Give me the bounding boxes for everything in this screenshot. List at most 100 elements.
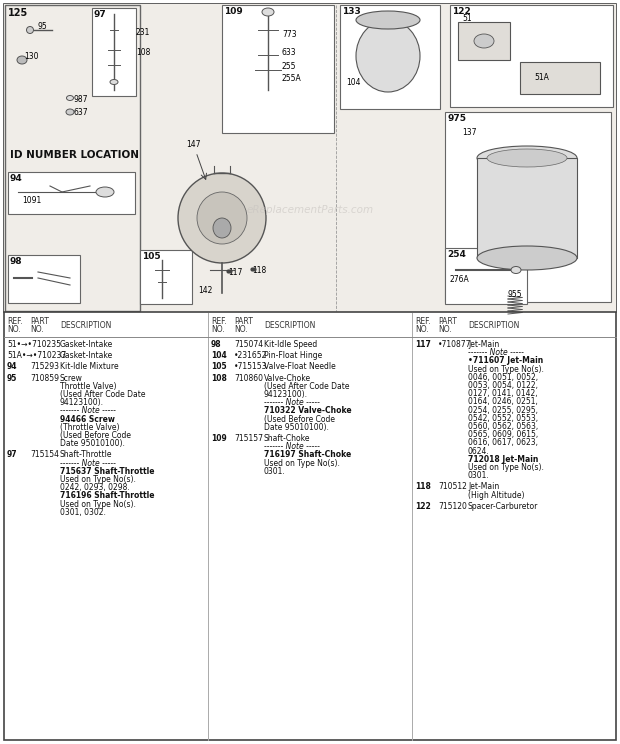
Text: Used on Type No(s).: Used on Type No(s). — [468, 365, 544, 373]
Bar — [8, 172, 135, 214]
Ellipse shape — [474, 34, 494, 48]
Text: NO.: NO. — [30, 325, 44, 334]
Text: 122: 122 — [452, 7, 471, 16]
Text: 118: 118 — [252, 266, 266, 275]
Text: 0560, 0562, 0563,: 0560, 0562, 0563, — [468, 422, 538, 431]
Text: 94123100).: 94123100). — [60, 398, 104, 407]
Bar — [92, 8, 136, 96]
Ellipse shape — [262, 8, 274, 16]
Text: Pin-Float Hinge: Pin-Float Hinge — [264, 351, 322, 360]
Bar — [450, 5, 613, 107]
Text: 0164, 0246, 0251,: 0164, 0246, 0251, — [468, 397, 538, 406]
Text: 109: 109 — [224, 7, 243, 16]
Bar — [340, 5, 440, 109]
Text: 109: 109 — [211, 434, 227, 443]
Text: 716197 Shaft-Choke: 716197 Shaft-Choke — [264, 450, 352, 459]
Text: DESCRIPTION: DESCRIPTION — [60, 321, 112, 330]
Text: NO.: NO. — [415, 325, 429, 334]
Text: 51: 51 — [462, 14, 472, 23]
Text: 0301, 0302.: 0301, 0302. — [60, 508, 106, 517]
Ellipse shape — [17, 56, 27, 64]
Text: 710859: 710859 — [30, 373, 59, 382]
Bar — [477, 158, 577, 258]
Text: 117: 117 — [228, 268, 242, 277]
Ellipse shape — [511, 266, 521, 274]
Text: Gasket-Intake: Gasket-Intake — [60, 351, 113, 360]
Text: 125: 125 — [8, 8, 29, 18]
Text: 1091: 1091 — [22, 196, 42, 205]
Text: •715153: •715153 — [234, 362, 267, 371]
Text: 117: 117 — [415, 340, 431, 349]
Text: PART: PART — [234, 317, 253, 326]
Text: 147: 147 — [186, 140, 200, 149]
Text: (Used After Code Date: (Used After Code Date — [264, 382, 350, 391]
Text: 98: 98 — [211, 340, 221, 349]
Ellipse shape — [27, 27, 33, 33]
Text: 95: 95 — [7, 373, 17, 382]
Text: 255A: 255A — [282, 74, 302, 83]
Text: 987: 987 — [74, 95, 89, 104]
Text: 712018 Jet-Main: 712018 Jet-Main — [468, 455, 538, 464]
Text: Screw: Screw — [60, 373, 83, 382]
Ellipse shape — [356, 20, 420, 92]
Text: 130: 130 — [24, 52, 38, 61]
Text: Date 95010100).: Date 95010100). — [264, 423, 329, 432]
Text: 118: 118 — [415, 482, 431, 491]
Bar — [445, 248, 527, 304]
Text: PART: PART — [438, 317, 457, 326]
Text: Gasket-Intake: Gasket-Intake — [60, 340, 113, 349]
Text: 255: 255 — [282, 62, 296, 71]
Text: 0542, 0552, 0553,: 0542, 0552, 0553, — [468, 414, 538, 423]
Text: PART: PART — [30, 317, 49, 326]
Bar — [520, 62, 600, 94]
Text: 715074: 715074 — [234, 340, 263, 349]
Text: NO.: NO. — [234, 325, 248, 334]
Text: ------- Note -----: ------- Note ----- — [468, 348, 524, 357]
Text: Used on Type No(s).: Used on Type No(s). — [60, 475, 136, 484]
Text: 108: 108 — [136, 48, 151, 57]
Text: 0242, 0293, 0298.: 0242, 0293, 0298. — [60, 483, 130, 493]
Ellipse shape — [487, 149, 567, 167]
Text: 137: 137 — [462, 128, 477, 137]
Text: REF.: REF. — [7, 317, 22, 326]
Text: Spacer-Carburetor: Spacer-Carburetor — [468, 501, 538, 511]
Text: 231: 231 — [136, 28, 151, 37]
Text: 105: 105 — [142, 252, 161, 261]
Text: 715154: 715154 — [30, 450, 59, 459]
Text: Shaft-Choke: Shaft-Choke — [264, 434, 311, 443]
Text: (Used Before Code: (Used Before Code — [60, 431, 131, 440]
Text: 94: 94 — [7, 362, 17, 371]
Text: 715120: 715120 — [438, 501, 467, 511]
Text: 276A: 276A — [450, 275, 470, 284]
Text: 122: 122 — [415, 501, 431, 511]
Bar — [8, 255, 80, 303]
Text: 0254, 0255, 0295,: 0254, 0255, 0295, — [468, 405, 538, 414]
Text: •711607 Jet-Main: •711607 Jet-Main — [468, 356, 543, 365]
Text: Kit-Idle Mixture: Kit-Idle Mixture — [60, 362, 118, 371]
Text: 955: 955 — [508, 290, 523, 299]
Ellipse shape — [356, 11, 420, 29]
Text: DESCRIPTION: DESCRIPTION — [264, 321, 316, 330]
Text: (Used Before Code: (Used Before Code — [264, 414, 335, 423]
Ellipse shape — [197, 192, 247, 244]
Text: 51A: 51A — [534, 73, 549, 82]
Text: 97: 97 — [94, 10, 107, 19]
Text: 0127, 0141, 0142,: 0127, 0141, 0142, — [468, 389, 538, 398]
Text: Throttle Valve): Throttle Valve) — [60, 382, 117, 391]
Text: 715637 Shaft-Throttle: 715637 Shaft-Throttle — [60, 466, 154, 476]
Text: 637: 637 — [74, 108, 89, 117]
Text: •231652: •231652 — [234, 351, 267, 360]
Bar — [222, 5, 334, 133]
Text: 142: 142 — [198, 286, 213, 295]
Text: Used on Type No(s).: Used on Type No(s). — [60, 500, 136, 509]
Text: 0053, 0054, 0122,: 0053, 0054, 0122, — [468, 381, 538, 390]
Text: 94123100).: 94123100). — [264, 390, 308, 399]
Ellipse shape — [96, 187, 114, 197]
Text: DESCRIPTION: DESCRIPTION — [468, 321, 520, 330]
Bar — [5, 5, 140, 311]
Text: 133: 133 — [342, 7, 361, 16]
Text: 0046, 0051, 0052,: 0046, 0051, 0052, — [468, 373, 538, 382]
Text: NO.: NO. — [438, 325, 452, 334]
Text: eReplacementParts.com: eReplacementParts.com — [246, 205, 374, 215]
Text: 0565, 0609, 0615,: 0565, 0609, 0615, — [468, 430, 538, 439]
